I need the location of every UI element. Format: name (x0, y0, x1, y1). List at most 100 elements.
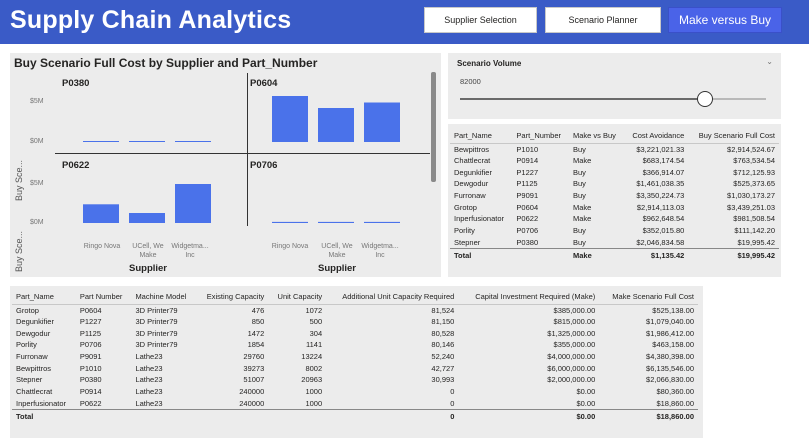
t2-row[interactable]: Grotop P0604 3D Printer79 476 1072 81,524 $385… (12, 304, 698, 316)
t1-cell: Buy (573, 226, 586, 236)
bar-p0706-0[interactable] (272, 221, 308, 223)
chevron-down-icon[interactable]: ⌄ (766, 57, 773, 66)
t2-cell: 3D Printer79 (135, 305, 178, 315)
t2-cell: 0 (450, 398, 455, 408)
nav-scenario-planner-button[interactable]: Scenario Planner (545, 7, 661, 33)
t2-cell: $2,066,830.00 (646, 375, 694, 385)
facet-label-p0380: P0380 (62, 78, 90, 89)
chart-scrollbar[interactable] (431, 72, 436, 182)
bar-p0604-2[interactable] (364, 102, 400, 143)
t1-col-buy-full-cost[interactable]: Buy Scenario Full Cost (688, 128, 779, 144)
bar-p0706-2[interactable] (364, 221, 400, 223)
make-vs-buy-table: Part_Name Part_Number Make vs Buy Cost A… (450, 128, 779, 263)
table1-panel: Part_Name Part_Number Make vs Buy Cost A… (448, 124, 781, 277)
t1-cell: P1010 (516, 144, 539, 154)
t1-cell: P1227 (516, 167, 539, 177)
t1-cell: P0380 (516, 237, 539, 247)
t2-row[interactable]: Dewgodur P1125 3D Printer79 1472 304 80,528 $1… (12, 327, 698, 339)
t1-total-cell: $19,995.42 (688, 247, 779, 263)
t2-row[interactable]: Porlity P0706 3D Printer79 1854 1141 80,146 $3… (12, 339, 698, 351)
bar-p0380-2[interactable] (175, 141, 211, 142)
x-category-widgetma-right: Widgetma... Inc (361, 243, 399, 259)
t2-col-machine-model[interactable]: Machine Model (131, 289, 197, 305)
t2-cell: 0 (450, 387, 455, 397)
t2-row[interactable]: Bewpittros P1010 Lathe23 39273 8002 42,727 $6,… (12, 362, 698, 374)
t1-cell: Porlity (454, 226, 475, 236)
t2-row[interactable]: Inperfusionator P0622 Lathe23 240000 1000 0 $0… (12, 398, 698, 410)
bar-p0622-0[interactable] (83, 204, 119, 223)
facet-label-p0622: P0622 (62, 160, 90, 171)
t2-cell: 476 (251, 305, 265, 315)
t2-cell: 80,528 (431, 328, 455, 338)
t1-cell: $525,373.65 (733, 179, 775, 189)
tick-0m-bottom: $0M (30, 219, 44, 226)
t2-total-cell (75, 408, 132, 424)
x-axis-title-left: Supplier (129, 263, 168, 274)
chart-title: Buy Scenario Full Cost by Supplier and P… (14, 56, 318, 70)
bar-p0604-1[interactable] (318, 108, 354, 142)
t2-cell: $385,000.00 (553, 305, 596, 315)
t2-cell: $0.00 (576, 387, 596, 397)
t1-cell: $111,142.20 (734, 226, 775, 236)
t1-cell: Bewpittros (454, 144, 490, 154)
t1-row[interactable]: Stepner P0380 Buy $2,046,834.58 $19,995.42 (450, 237, 779, 249)
t1-row[interactable]: Furronaw P9091 Buy $3,350,224.73 $1,030,173.… (450, 190, 779, 202)
slider-thumb[interactable] (696, 91, 713, 107)
facet-divider-vertical (247, 73, 248, 226)
t2-row[interactable]: Stepner P0380 Lathe23 51007 20963 30,993 $2,00… (12, 374, 698, 386)
t2-col-part-number[interactable]: Part Number (75, 289, 132, 305)
t1-row[interactable]: Bewpittros P1010 Buy $3,221,021.33 $2,914,52… (450, 143, 779, 155)
t1-cell: $3,350,224.73 (636, 191, 685, 201)
t2-cell: $1,325,000.00 (547, 328, 596, 338)
t2-col-additional-capacity[interactable]: Additional Unit Capacity Required (326, 289, 459, 305)
t1-row[interactable]: Inperfusionator P0622 Make $962,648.54 $981,… (450, 213, 779, 225)
bar-p0622-2[interactable] (175, 184, 211, 223)
t2-col-capital-investment[interactable]: Capital Investment Required (Make) (458, 289, 600, 305)
t2-cell: 1000 (305, 398, 323, 408)
t2-col-unit-capacity[interactable]: Unit Capacity (268, 289, 327, 305)
t1-col-part-name[interactable]: Part_Name (450, 128, 513, 144)
t2-row[interactable]: Furronaw P9091 Lathe23 29760 13224 52,240 $4,0… (12, 351, 698, 363)
bar-p0706-1[interactable] (318, 221, 354, 223)
bar-p0380-1[interactable] (129, 141, 165, 142)
t1-row[interactable]: Dewgodur P1125 Buy $1,461,038.35 $525,373.65 (450, 178, 779, 190)
slicer-title: Scenario Volume (457, 59, 522, 68)
bar-chart (83, 96, 400, 223)
t1-cell: Furronaw (454, 191, 486, 201)
t2-cell: $815,000.00 (553, 317, 596, 327)
t2-total-cell (268, 408, 327, 424)
x-category-ringo-nova-left: Ringo Nova (83, 243, 121, 250)
bar-p0622-1[interactable] (129, 213, 165, 223)
t2-cell: 81,524 (431, 305, 455, 315)
t2-cell: 3D Printer79 (135, 340, 178, 350)
t1-col-part-number[interactable]: Part_Number (512, 128, 569, 144)
nav-supplier-selection-button[interactable]: Supplier Selection (424, 7, 537, 33)
bar-p0604-0[interactable] (272, 96, 308, 142)
bar-p0380-0[interactable] (83, 141, 119, 142)
t2-cell: Lathe23 (135, 387, 163, 397)
t2-col-make-full-cost[interactable]: Make Scenario Full Cost (599, 289, 698, 305)
t2-cell: Lathe23 (135, 363, 163, 373)
slicer-value[interactable]: 82000 (460, 77, 481, 86)
t1-row[interactable]: Porlity P0706 Buy $352,015.80 $111,142.20 (450, 225, 779, 237)
facet-label-p0706: P0706 (250, 160, 278, 171)
t2-col-existing-capacity[interactable]: Existing Capacity (196, 289, 269, 305)
t1-cell: $981,508.54 (733, 214, 775, 224)
t1-cell: $962,648.54 (642, 214, 685, 224)
t2-row[interactable]: Degunkifier P1227 3D Printer79 850 500 81,150… (12, 316, 698, 328)
t1-cell: $3,439,251.03 (727, 202, 775, 212)
t2-cell: 1000 (305, 387, 323, 397)
nav-make-versus-buy-button[interactable]: Make versus Buy (668, 7, 782, 33)
t1-cell: P0604 (516, 202, 539, 212)
chart-panel: Buy Scenario Full Cost by Supplier and P… (10, 53, 441, 277)
t2-row[interactable]: Chattlecrat P0914 Lathe23 240000 1000 0 $0.00 $… (12, 386, 698, 398)
t1-col-cost-avoidance[interactable]: Cost Avoidance (623, 128, 689, 144)
t1-total-row: Total Make $1,135.42 $19,995.42 (450, 247, 779, 263)
t1-row[interactable]: Degunkifier P1227 Buy $366,914.07 $712,125.9… (450, 166, 779, 178)
t2-col-part-name[interactable]: Part_Name (12, 289, 76, 305)
t2-cell: $6,000,000.00 (547, 363, 596, 373)
t1-row[interactable]: Grotop P0604 Make $2,914,113.03 $3,439,251.0… (450, 201, 779, 213)
t1-row[interactable]: Chattlecrat P0914 Make $683,174.54 $763,534.… (450, 155, 779, 167)
t1-col-make-vs-buy[interactable]: Make vs Buy (569, 128, 624, 144)
t1-total-cell: Total (450, 247, 513, 263)
